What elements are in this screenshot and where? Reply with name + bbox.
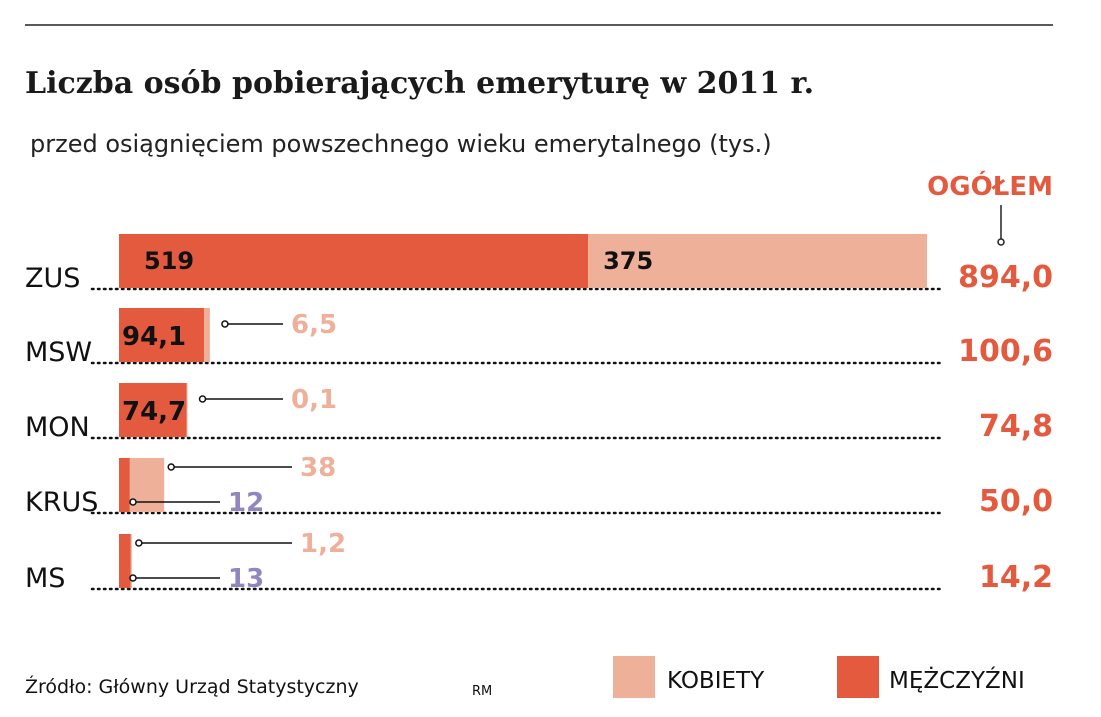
source-note: Źródło: Główny Urząd Statystyczny (25, 675, 359, 698)
legend-swatch-kobiety (613, 656, 655, 698)
data-label: 38 (300, 453, 336, 483)
bar-mezczyzni (119, 458, 130, 512)
category-label: KRUS (25, 487, 98, 518)
bar-kobiety (204, 308, 210, 362)
bar-mezczyzni (119, 534, 131, 588)
total-value: 50,0 (979, 484, 1053, 519)
callout-dot (135, 539, 143, 547)
category-label: MON (25, 412, 90, 443)
category-label: ZUS (25, 263, 80, 294)
data-label: 1,2 (300, 529, 346, 559)
bar-mezczyzni (119, 308, 205, 362)
callout-dot (167, 463, 175, 471)
legend-label-mezczyzni: MĘŻCZYŹNI (889, 666, 1025, 694)
chart-title: Liczba osób pobierających emeryturę w 20… (25, 66, 814, 101)
data-label: 375 (603, 247, 653, 275)
bar-kobiety (130, 534, 132, 588)
total-header-dot (997, 238, 1005, 246)
total-header: OGÓŁEM (927, 170, 1053, 202)
callout-dot (221, 320, 229, 328)
total-value: 100,6 (958, 334, 1053, 369)
data-label: 13 (228, 564, 264, 594)
author-initials: RM (472, 684, 492, 699)
bar-kobiety (186, 383, 188, 437)
legend-swatch-mezczyzni (837, 656, 879, 698)
data-label: 74,7 (122, 397, 186, 427)
callout-dot (129, 498, 137, 506)
bar-kobiety (588, 234, 927, 288)
chart-subtitle: przed osiągnięciem powszechnego wieku em… (30, 130, 772, 158)
callout-dot (129, 574, 137, 582)
total-value: 894,0 (958, 260, 1053, 295)
data-label: 6,5 (291, 310, 337, 340)
total-value: 74,8 (979, 409, 1053, 444)
data-label: 519 (144, 247, 194, 275)
bar-mezczyzni (119, 383, 187, 437)
legend-label-kobiety: KOBIETY (667, 668, 765, 694)
bar-mezczyzni (119, 234, 589, 288)
total-value: 14,2 (979, 560, 1053, 595)
callout-dot (198, 395, 207, 403)
data-label: 0,1 (291, 385, 337, 415)
category-label: MSW (25, 337, 92, 368)
category-label: MS (25, 563, 65, 594)
data-label: 94,1 (122, 322, 186, 352)
data-label: 12 (228, 488, 264, 518)
